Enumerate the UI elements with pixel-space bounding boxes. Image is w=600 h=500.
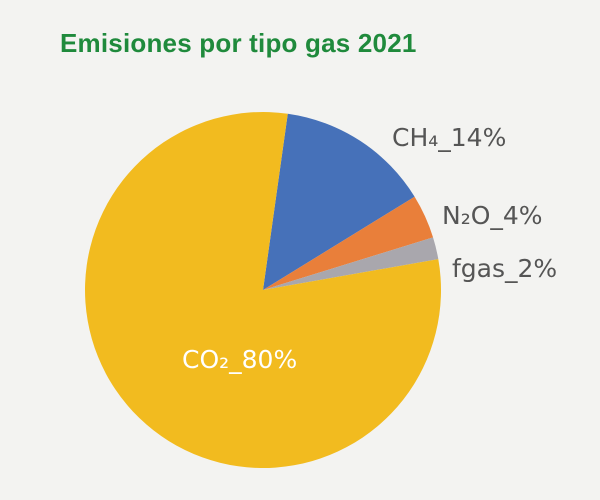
slice-fgas [263,237,439,290]
slice-co2 [85,111,442,468]
slice-label-fgas: fgas_2% [452,254,557,283]
slice-n2o [263,196,434,290]
slice-ch4 [263,113,415,290]
chart-title: Emisiones por tipo gas 2021 [60,28,417,58]
slice-label-ch4: CH₄_14% [392,123,506,152]
slice-label-co2: CO₂_80% [182,345,297,374]
pie-slices [85,111,442,468]
slice-label-n2o: N₂O_4% [442,201,543,230]
pie-labels: CH₄_14% N₂O_4% fgas_2% CO₂_80% [182,123,557,374]
